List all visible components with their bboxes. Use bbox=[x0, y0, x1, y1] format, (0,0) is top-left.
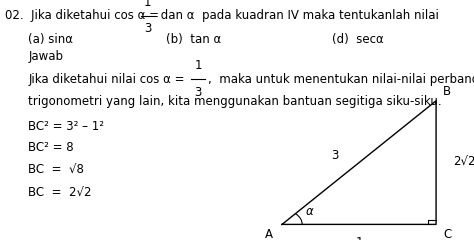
Text: 3: 3 bbox=[144, 22, 152, 35]
Text: C: C bbox=[443, 228, 451, 240]
Text: BC  =  2√2: BC = 2√2 bbox=[28, 187, 92, 200]
Text: Jawab: Jawab bbox=[28, 50, 64, 63]
Text: ,  maka untuk menentukan nilai-nilai perbandingan: , maka untuk menentukan nilai-nilai perb… bbox=[208, 73, 474, 86]
Text: 3: 3 bbox=[194, 86, 202, 99]
Text: BC² = 8: BC² = 8 bbox=[28, 141, 74, 154]
Text: 1: 1 bbox=[144, 0, 152, 9]
Text: (b)  tan α: (b) tan α bbox=[166, 33, 221, 46]
Text: BC² = 3² – 1²: BC² = 3² – 1² bbox=[28, 120, 104, 132]
Text: 1: 1 bbox=[356, 236, 363, 240]
Text: A: A bbox=[264, 228, 273, 240]
Text: Jika diketahui nilai cos α =: Jika diketahui nilai cos α = bbox=[28, 73, 185, 86]
Text: (d)  secα: (d) secα bbox=[332, 33, 383, 46]
Text: 2√2: 2√2 bbox=[453, 156, 474, 169]
Text: BC  =  √8: BC = √8 bbox=[28, 164, 84, 177]
Text: trigonometri yang lain, kita menggunakan bantuan segitiga siku-siku.: trigonometri yang lain, kita menggunakan… bbox=[28, 96, 442, 108]
Text: α: α bbox=[306, 205, 313, 218]
Text: dan α  pada kuadran IV maka tentukanlah nilai: dan α pada kuadran IV maka tentukanlah n… bbox=[157, 9, 439, 22]
Text: 3: 3 bbox=[332, 149, 339, 162]
Text: B: B bbox=[443, 85, 451, 98]
Text: 02.  Jika diketahui cos α =: 02. Jika diketahui cos α = bbox=[5, 9, 159, 22]
Text: 1: 1 bbox=[194, 60, 202, 72]
Text: (a) sinα: (a) sinα bbox=[28, 33, 73, 46]
